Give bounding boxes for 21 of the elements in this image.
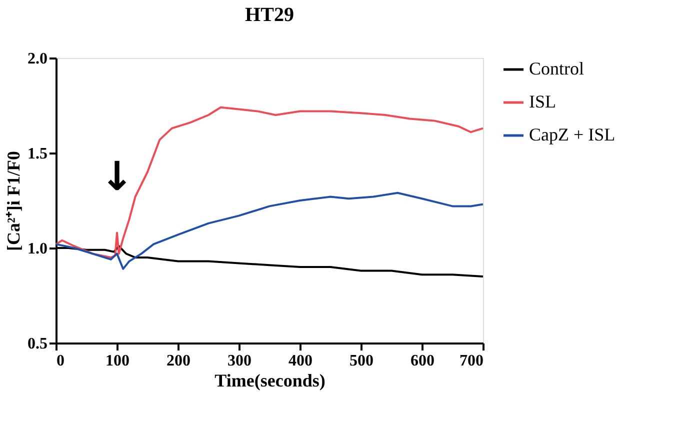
y-axis-title: [Ca²⁺]i F1/F0 [4,151,24,251]
y-tick-label: 0.5 [28,336,48,352]
line-series [55,192,484,270]
legend-label: CapZ + ISL [529,124,616,144]
legend-label: Control [529,58,584,78]
chart-title: HT29 [245,4,294,26]
x-tick-label: 100 [106,352,130,370]
x-tick-label: 700 [460,352,484,370]
x-tick-label: 200 [166,352,190,370]
y-tick-label: 1.5 [28,146,48,162]
line-series [55,106,484,258]
y-tick-label: 2.0 [28,50,48,68]
annotation: ↓ [100,154,134,200]
x-tick-label: 0 [56,352,64,370]
x-tick-label: 400 [288,352,312,370]
y-tick-label: 1.0 [28,240,48,258]
x-tick-label: 300 [228,352,252,370]
legend-label: ISL [529,92,556,112]
x-tick-label: 500 [350,352,374,370]
x-axis-title: Time(seconds) [214,370,326,390]
x-tick-label: 600 [410,352,434,370]
